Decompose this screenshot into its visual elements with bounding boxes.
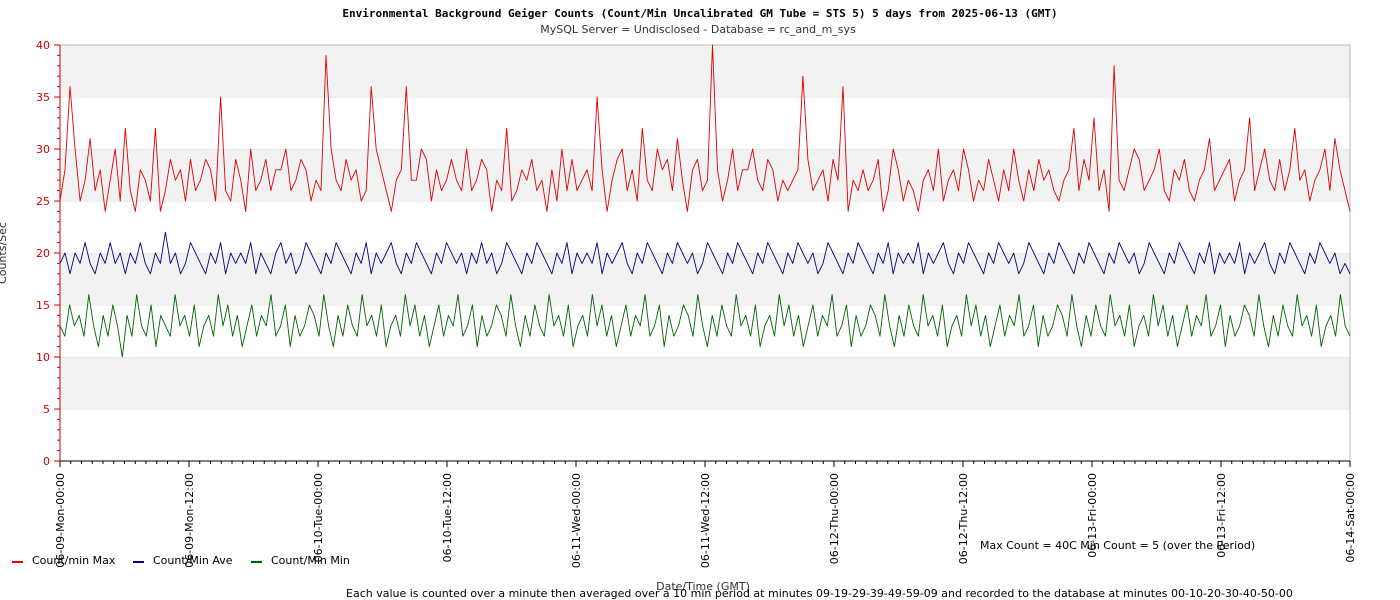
y-tick-label: 20 — [36, 247, 50, 260]
x-tick-label: 06-10-Tue-00:00 — [312, 473, 325, 562]
series-line — [59, 44, 1351, 212]
x-tick-label: 06-14-Sat-00:00 — [1344, 473, 1357, 563]
grid-band — [60, 409, 1350, 461]
x-tick-label: 06-10-Tue-12:00 — [441, 473, 454, 562]
legend-label: Count/Min Min — [271, 554, 350, 567]
y-tick-label: 40 — [36, 39, 50, 52]
x-tick-label: 06-09-Mon-00:00 — [54, 473, 67, 568]
series-line — [59, 231, 1351, 275]
x-tick-label: 06-13-Fri-00:00 — [1086, 473, 1099, 558]
grid-band — [60, 201, 1350, 253]
y-tick-label: 15 — [36, 299, 50, 312]
chart-title: Environmental Background Geiger Counts (… — [342, 7, 1057, 20]
y-tick-label: 5 — [43, 403, 50, 416]
y-ticks: 0 5 10 15 20 25 30 35 40 — [36, 39, 60, 468]
grid-band — [60, 253, 1350, 305]
series-line — [59, 294, 1351, 358]
y-tick-label: 0 — [43, 455, 50, 468]
legend: Count/min Max Count/Min Ave Count/Min Min — [12, 554, 350, 567]
series-layer — [59, 44, 1351, 358]
legend-label: Count/min Max — [32, 554, 116, 567]
x-tick-label: 06-12-Thu-12:00 — [957, 473, 970, 564]
chart-subtitle: MySQL Server = Undisclosed - Database = … — [540, 23, 856, 36]
x-axis-label: Date/Time (GMT) — [656, 580, 750, 593]
x-tick-label: 06-11-Wed-00:00 — [570, 473, 583, 568]
y-axis-label: Counts/Sec — [0, 222, 9, 284]
grid-band — [60, 97, 1350, 149]
grid-band — [60, 357, 1350, 409]
footnote: Each value is counted over a minute then… — [346, 587, 1293, 600]
y-tick-label: 30 — [36, 143, 50, 156]
x-ticks: 06-09-Mon-00:00 06-09-Mon-12:00 06-10-Tue-… — [54, 461, 1357, 568]
max-min-annotation: Max Count = 40C Min Count = 5 (over the … — [980, 539, 1255, 552]
x-tick-label: 06-09-Mon-12:00 — [183, 473, 196, 568]
legend-label: Count/Min Ave — [153, 554, 233, 567]
y-tick-label: 25 — [36, 195, 50, 208]
x-tick-label: 06-13-Fri-12:00 — [1215, 473, 1228, 558]
y-tick-label: 10 — [36, 351, 50, 364]
grid-bands — [60, 44, 1350, 461]
y-tick-label: 35 — [36, 91, 50, 104]
x-tick-label: 06-12-Thu-00:00 — [828, 473, 841, 564]
grid-band — [60, 45, 1350, 97]
x-tick-label: 06-11-Wed-12:00 — [699, 473, 712, 568]
